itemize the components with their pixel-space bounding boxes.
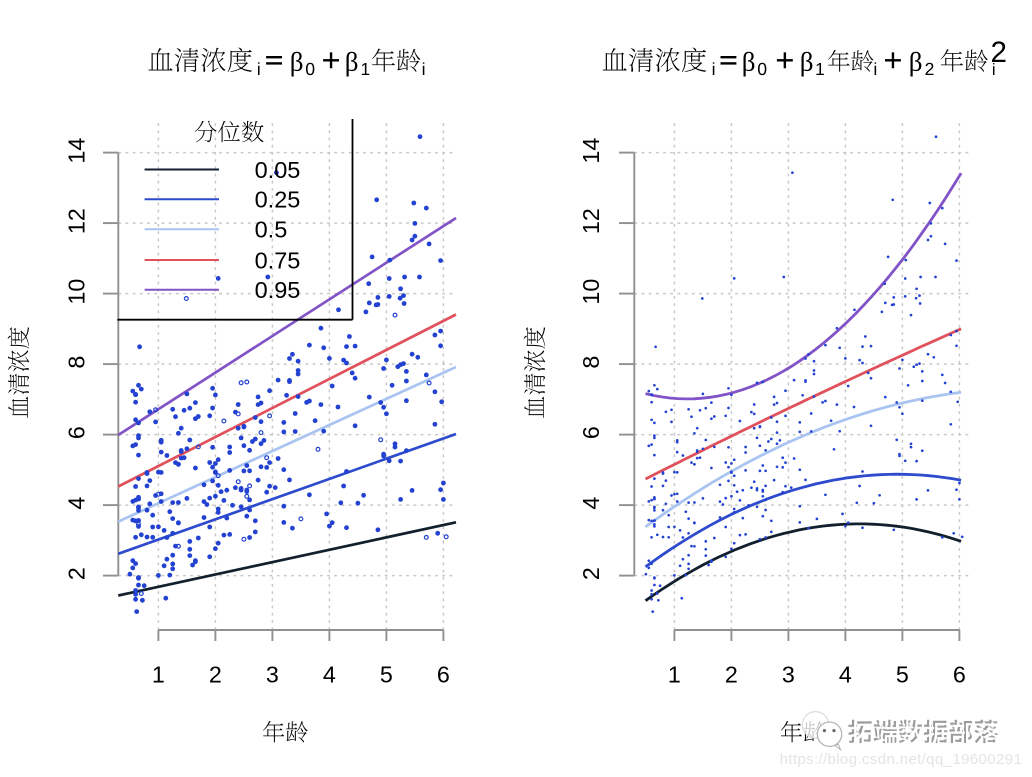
svg-text:12: 12 [578, 208, 604, 234]
svg-text:6: 6 [953, 661, 966, 687]
svg-text:14: 14 [578, 138, 604, 164]
svg-text:0.95: 0.95 [255, 277, 301, 303]
svg-text:0.05: 0.05 [255, 157, 301, 183]
svg-text:8: 8 [64, 356, 90, 369]
svg-text:3: 3 [782, 661, 795, 687]
svg-text:2: 2 [578, 567, 604, 580]
svg-text:8: 8 [578, 356, 604, 369]
svg-text:14: 14 [64, 138, 90, 164]
svg-text:4: 4 [64, 497, 90, 510]
svg-text:3: 3 [266, 661, 279, 687]
svg-text:6: 6 [64, 426, 90, 439]
svg-text:2: 2 [64, 567, 90, 580]
svg-text:2: 2 [209, 661, 222, 687]
svg-text:4: 4 [578, 497, 604, 510]
svg-text:0.25: 0.25 [255, 187, 301, 213]
svg-text:0.75: 0.75 [255, 247, 301, 273]
svg-text:1: 1 [152, 661, 165, 687]
svg-text:0.5: 0.5 [255, 217, 288, 243]
svg-text:2: 2 [725, 661, 738, 687]
svg-text:10: 10 [64, 279, 90, 305]
svg-text:10: 10 [578, 279, 604, 305]
svg-text:4: 4 [839, 661, 852, 687]
svg-text:5: 5 [896, 661, 909, 687]
svg-text:6: 6 [578, 426, 604, 439]
svg-text:12: 12 [64, 208, 90, 234]
svg-text:6: 6 [437, 661, 450, 687]
svg-text:4: 4 [323, 661, 336, 687]
svg-text:5: 5 [380, 661, 393, 687]
svg-text:1: 1 [668, 661, 681, 687]
svg-text:https://blog.csdn.net/qq_19600: https://blog.csdn.net/qq_19600291 [780, 751, 1023, 768]
